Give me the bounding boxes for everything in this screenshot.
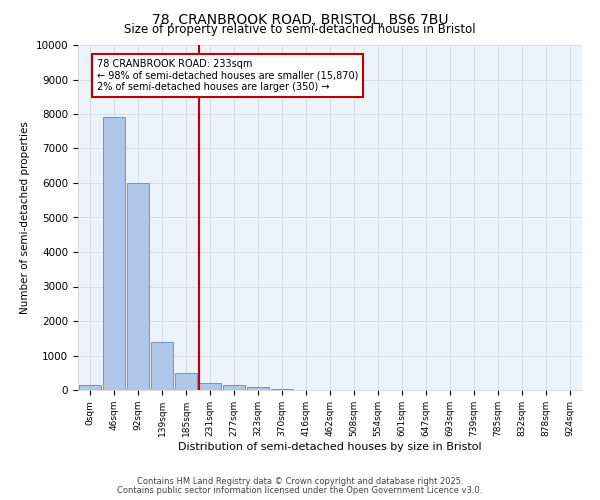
Text: 78 CRANBROOK ROAD: 233sqm
← 98% of semi-detached houses are smaller (15,870)
2% : 78 CRANBROOK ROAD: 233sqm ← 98% of semi-… <box>97 59 359 92</box>
Bar <box>247 387 269 390</box>
Bar <box>199 383 221 390</box>
X-axis label: Distribution of semi-detached houses by size in Bristol: Distribution of semi-detached houses by … <box>178 442 482 452</box>
Bar <box>175 373 197 390</box>
Bar <box>223 385 245 390</box>
Bar <box>151 342 173 390</box>
Bar <box>103 118 125 390</box>
Bar <box>79 385 101 390</box>
Bar <box>127 183 149 390</box>
Text: 78, CRANBROOK ROAD, BRISTOL, BS6 7BU: 78, CRANBROOK ROAD, BRISTOL, BS6 7BU <box>152 12 448 26</box>
Y-axis label: Number of semi-detached properties: Number of semi-detached properties <box>20 121 30 314</box>
Text: Size of property relative to semi-detached houses in Bristol: Size of property relative to semi-detach… <box>124 22 476 36</box>
Text: Contains public sector information licensed under the Open Government Licence v3: Contains public sector information licen… <box>118 486 482 495</box>
Text: Contains HM Land Registry data © Crown copyright and database right 2025.: Contains HM Land Registry data © Crown c… <box>137 477 463 486</box>
